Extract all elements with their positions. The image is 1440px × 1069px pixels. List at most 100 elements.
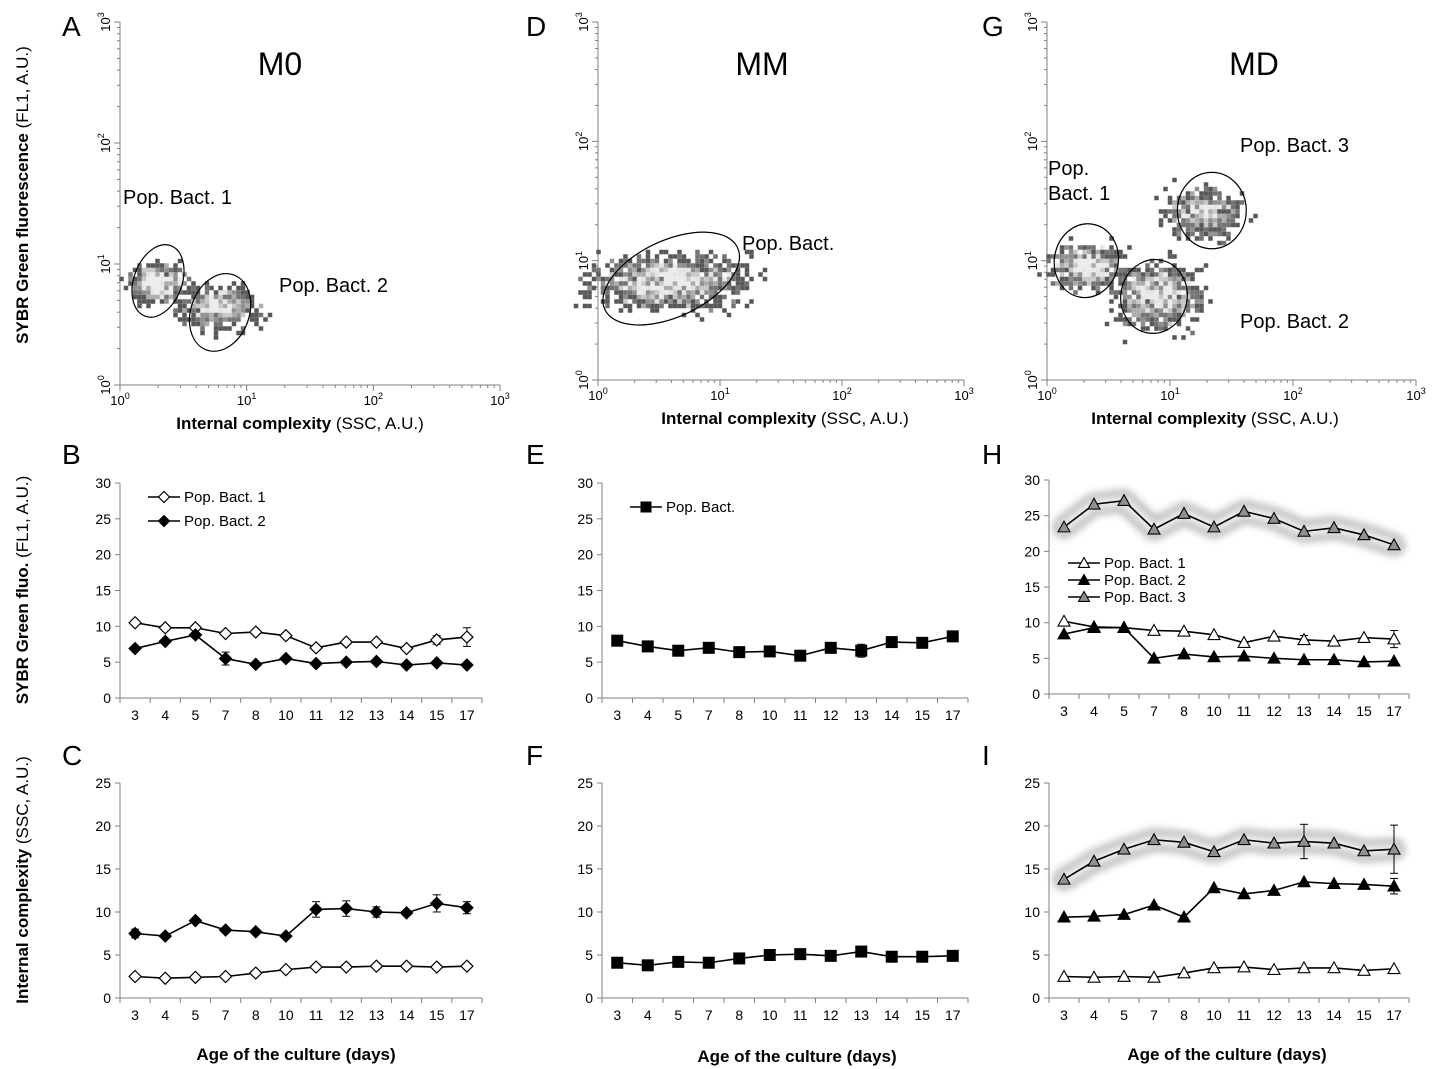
density-cell: [204, 312, 210, 318]
y-tick-label: 10: [577, 618, 593, 634]
density-cell: [1158, 303, 1164, 309]
density-cell: [1199, 209, 1204, 214]
density-cell: [717, 272, 723, 277]
density-cell: [204, 281, 210, 286]
density-cell: [1172, 263, 1177, 268]
density-cell: [749, 299, 754, 304]
density-cell: [132, 267, 138, 273]
density-cell: [704, 263, 709, 268]
flow-xlabel-d: Internal complexity (SSC, A.U.): [661, 409, 909, 428]
density-cell: [641, 258, 646, 264]
density-cell: [141, 294, 147, 300]
density-cell: [1181, 200, 1186, 205]
y-tick-label: 0: [585, 690, 593, 706]
density-cloud: [119, 258, 273, 340]
y-tick-label: 5: [103, 654, 111, 670]
x-tick-label: 102: [364, 391, 383, 408]
density-cell: [195, 285, 201, 291]
density-cell: [1118, 267, 1123, 273]
density-cell: [663, 272, 669, 277]
density-cell: [1172, 285, 1177, 291]
density-cell: [708, 294, 714, 300]
density-cell: [681, 303, 687, 309]
density-cell: [1127, 299, 1132, 304]
data-point: [885, 636, 898, 649]
density-cell: [1172, 218, 1177, 223]
data-point: [188, 913, 203, 928]
density-cell: [1167, 312, 1173, 318]
density-cell: [1190, 303, 1195, 309]
density-cell: [654, 263, 660, 268]
density-cell: [663, 290, 669, 295]
density-cell: [1131, 267, 1137, 273]
density-cell: [1194, 303, 1200, 309]
density-cell: [1158, 209, 1164, 214]
density-cell: [686, 303, 691, 309]
density-cell: [1113, 254, 1119, 259]
x-tick-label: 17: [1386, 703, 1402, 719]
density-cell: [650, 303, 655, 309]
density-cell: [744, 263, 750, 268]
x-tick-label: 10: [1206, 703, 1222, 719]
density-cell: [1086, 245, 1092, 250]
density-cell: [645, 272, 651, 277]
density-cell: [1140, 312, 1146, 318]
density-cell: [1217, 200, 1222, 205]
legend-item-3: Pop. Bact. 3: [1068, 589, 1186, 606]
density-cell: [677, 303, 682, 309]
density-cell: [1217, 213, 1222, 219]
panel-letter-a: A: [62, 11, 81, 42]
density-cell: [704, 267, 709, 273]
density-cell: [1091, 258, 1096, 264]
density-cell: [726, 276, 732, 282]
series-line: [1063, 499, 1395, 546]
density-cell: [632, 285, 637, 291]
density-cell: [726, 281, 732, 286]
density-cell: [668, 285, 673, 291]
density-cell: [1199, 204, 1204, 210]
density-cell: [236, 294, 241, 300]
density-cell: [254, 317, 259, 322]
density-cell: [645, 267, 651, 273]
density-cell: [1073, 281, 1078, 286]
density-cell: [668, 294, 673, 300]
density-cell: [1082, 263, 1087, 268]
series-2: [1057, 874, 1401, 923]
density-cell: [1082, 258, 1087, 264]
density-cell: [1131, 299, 1137, 304]
density-cell: [600, 290, 606, 295]
density-cell: [218, 303, 223, 309]
data-point: [188, 628, 203, 642]
density-cell: [699, 276, 705, 282]
density-cell: [1208, 186, 1213, 192]
density-cell: [672, 263, 678, 268]
density-cell: [258, 326, 264, 331]
density-cell: [672, 303, 678, 309]
density-cell: [213, 321, 219, 327]
data-point: [429, 960, 444, 974]
density-cell: [1158, 312, 1164, 318]
density-cell: [744, 281, 750, 286]
y-tick-label: 10: [577, 904, 593, 920]
density-cell: [663, 299, 669, 304]
density-cell: [641, 267, 646, 273]
density-cell: [245, 308, 250, 313]
data-point: [1297, 834, 1311, 847]
density-cell: [164, 294, 169, 300]
density-cell: [1226, 204, 1231, 210]
legend: Pop. Bact.: [630, 499, 735, 516]
density-cell: [1208, 209, 1213, 214]
density-cell: [659, 299, 664, 304]
density-cell: [1095, 272, 1101, 277]
data-point: [248, 657, 263, 672]
density-cell: [195, 299, 201, 304]
density-cell: [141, 299, 147, 304]
series-3: [1053, 823, 1405, 891]
density-cell: [1190, 317, 1195, 322]
data-point: [640, 501, 652, 513]
density-cell: [1230, 204, 1236, 210]
density-cell: [1154, 317, 1159, 322]
density-cell: [1203, 227, 1209, 232]
density-cell: [132, 285, 138, 291]
flow-xlabel-a-normal: (SSC, A.U.): [331, 414, 424, 433]
